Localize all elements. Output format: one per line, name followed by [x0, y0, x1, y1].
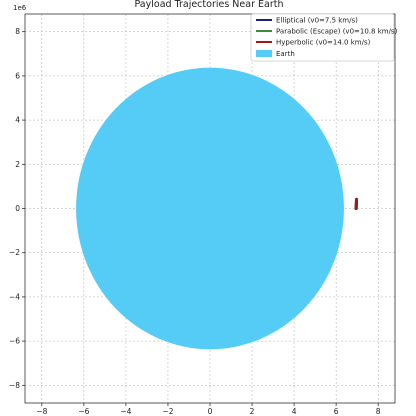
y-tick-label: −4: [9, 292, 20, 301]
x-tick-label: −2: [162, 407, 173, 416]
x-tick-label: 0: [208, 407, 213, 416]
x-tick-label: −4: [120, 407, 131, 416]
y-tick-label: −8: [9, 381, 20, 390]
earth-layer: [76, 67, 344, 350]
legend-label-earth: Earth: [276, 50, 295, 58]
y-tick-label: 0: [15, 204, 20, 213]
y-tick-label: −6: [9, 337, 20, 346]
y-axis-ticks: −8 −6 −4 −2 0 2 4 6 8: [9, 27, 25, 390]
legend: Elliptical (v0=7.5 km/s) Parabolic (Esca…: [250, 13, 398, 62]
y-tick-label: 8: [15, 27, 20, 36]
legend-swatch-earth: [256, 50, 272, 57]
legend-box: [250, 13, 395, 62]
chart-title: Payload Trajectories Near Earth: [135, 0, 284, 10]
legend-label-hyperbolic: Hyperbolic (v0=14.0 km/s): [276, 39, 371, 47]
y-tick-label: 4: [15, 116, 20, 125]
x-tick-label: 8: [376, 407, 381, 416]
x-tick-label: 6: [334, 407, 339, 416]
y-tick-label: 2: [15, 160, 20, 169]
legend-label-parabolic: Parabolic (Escape) (v0=10.8 km/s): [276, 28, 398, 36]
x-tick-label: 4: [292, 407, 297, 416]
x-axis-ticks: −8 −6 −4 −2 0 2 4 6 8: [36, 403, 381, 416]
x-tick-label: 2: [250, 407, 255, 416]
y-tick-label: 6: [15, 71, 20, 80]
x-tick-label: −8: [36, 407, 47, 416]
legend-label-elliptical: Elliptical (v0=7.5 km/s): [276, 17, 358, 25]
x-tick-label: −6: [78, 407, 89, 416]
y-tick-label: −2: [9, 248, 20, 257]
earth-disk: [76, 67, 344, 350]
axis-multiplier: 1e6: [13, 4, 27, 12]
